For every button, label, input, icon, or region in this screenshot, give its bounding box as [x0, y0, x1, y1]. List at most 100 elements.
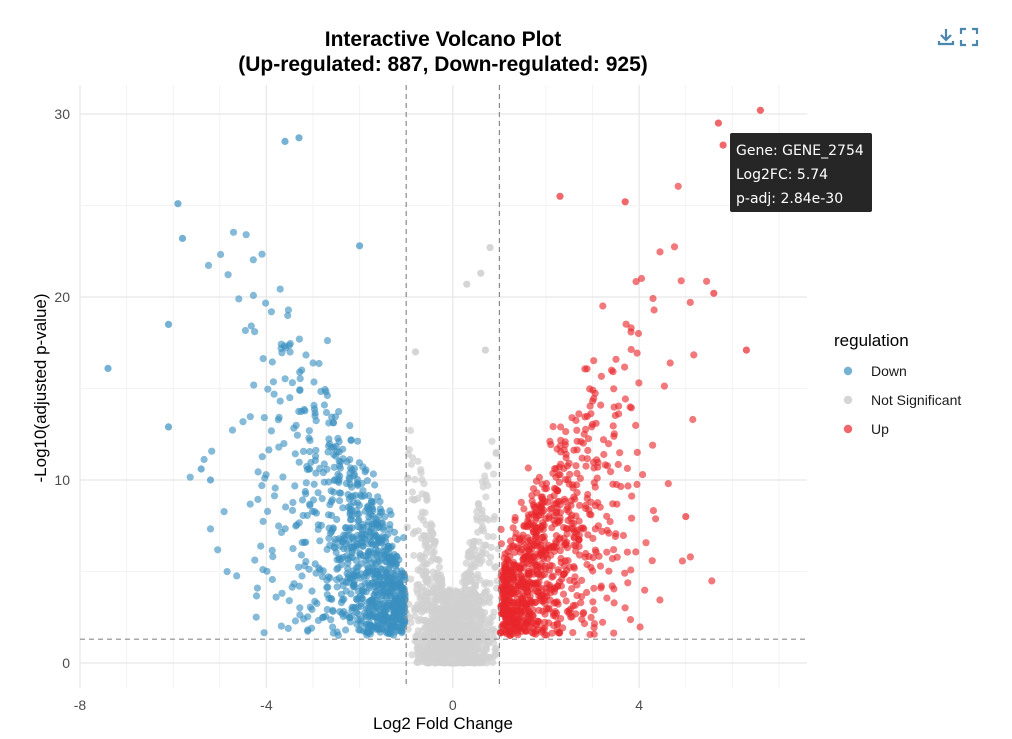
point-down	[322, 388, 330, 396]
legend-label-up[interactable]: Up	[871, 421, 889, 437]
point-down	[354, 587, 362, 596]
point-up	[632, 421, 640, 429]
point-down	[306, 501, 314, 510]
point-down	[393, 560, 401, 568]
point-up	[552, 473, 560, 481]
point-down	[269, 378, 277, 386]
point-not-significant	[403, 523, 411, 531]
point-not-significant	[408, 488, 416, 496]
legend-label-down[interactable]: Down	[871, 363, 907, 379]
point-down	[284, 306, 292, 314]
point-not-significant	[462, 621, 470, 630]
point-up	[607, 468, 615, 476]
point-up	[575, 410, 583, 418]
point-down	[384, 530, 392, 539]
point-down	[323, 583, 331, 592]
point-up	[538, 493, 546, 501]
point-up	[541, 618, 549, 626]
point-up	[541, 485, 549, 493]
point-up	[524, 570, 532, 578]
point-down	[371, 621, 379, 630]
point-not-significant	[428, 549, 436, 557]
point-down	[262, 299, 270, 307]
point-down	[308, 587, 316, 595]
point-down	[253, 584, 261, 592]
threshold-lines	[80, 85, 807, 688]
point-down	[298, 538, 306, 547]
point-down	[276, 285, 284, 293]
point-up	[530, 503, 538, 511]
point-down	[385, 576, 393, 584]
point-up	[554, 600, 562, 608]
point-up	[509, 524, 517, 532]
point-not-significant	[484, 532, 492, 541]
point-up	[577, 438, 585, 446]
point-down	[329, 606, 337, 614]
point-not-significant	[470, 620, 478, 628]
point-up	[560, 562, 568, 570]
point-not-significant	[435, 563, 443, 571]
point-up	[605, 567, 613, 575]
point-up	[580, 525, 588, 533]
legend-swatch-not-significant[interactable]	[843, 395, 853, 405]
point-not-significant	[418, 608, 426, 616]
point-not-significant-outlier	[481, 346, 489, 354]
point-up	[586, 402, 594, 410]
point-not-significant	[414, 457, 422, 465]
point-up	[582, 501, 590, 509]
point-down	[343, 552, 351, 560]
point-down-outlier	[206, 476, 215, 484]
point-not-significant	[467, 632, 475, 640]
point-up	[520, 540, 528, 549]
legend-label-not-significant[interactable]: Not Significant	[871, 392, 961, 408]
point-down	[314, 616, 322, 625]
legend-swatch-down[interactable]	[843, 366, 853, 376]
point-not-significant	[418, 490, 426, 498]
point-up	[514, 544, 522, 552]
point-down	[354, 616, 362, 624]
point-not-significant	[480, 527, 488, 535]
point-down	[330, 488, 338, 496]
point-up	[652, 515, 660, 523]
point-down	[327, 616, 335, 624]
point-down	[354, 437, 362, 445]
point-down	[269, 553, 277, 561]
point-not-significant	[471, 581, 479, 589]
point-not-significant	[486, 615, 494, 623]
point-up	[583, 455, 591, 463]
point-down	[398, 624, 406, 632]
point-down	[369, 470, 377, 478]
point-up	[632, 548, 640, 556]
point-up	[511, 513, 519, 522]
point-down	[346, 422, 354, 430]
point-down	[391, 601, 399, 609]
point-down	[246, 500, 254, 508]
point-up	[616, 449, 624, 457]
point-up-outlier	[556, 192, 564, 200]
point-down	[323, 337, 332, 345]
download-icon[interactable]	[936, 27, 956, 47]
point-down-outlier	[104, 364, 112, 372]
point-up	[590, 630, 598, 638]
legend-swatch-up[interactable]	[843, 424, 853, 434]
x-tick-label: 0	[449, 697, 457, 713]
point-up	[529, 559, 538, 567]
point-up	[589, 534, 597, 543]
point-not-significant	[408, 651, 416, 659]
point-not-significant	[482, 477, 490, 485]
point-not-significant	[461, 602, 470, 611]
point-down	[289, 545, 297, 553]
point-up	[610, 546, 618, 554]
point-up	[634, 329, 643, 338]
point-not-significant	[411, 528, 419, 536]
point-up	[552, 465, 560, 473]
point-down	[290, 424, 298, 432]
point-down	[393, 567, 401, 575]
point-down	[314, 489, 322, 497]
point-not-significant	[423, 496, 431, 504]
point-down	[220, 508, 228, 516]
point-down	[334, 564, 342, 572]
point-up	[597, 372, 606, 380]
fullscreen-icon[interactable]	[959, 27, 979, 47]
point-down	[366, 547, 374, 555]
